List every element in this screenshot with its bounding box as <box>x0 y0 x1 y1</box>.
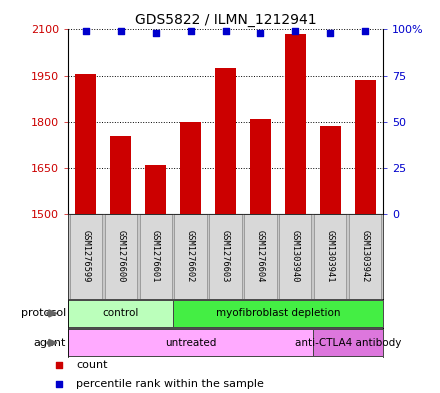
Bar <box>75 74 96 214</box>
Text: count: count <box>77 360 108 370</box>
Bar <box>68 329 313 356</box>
Text: GSM1303940: GSM1303940 <box>291 230 300 283</box>
Text: agent: agent <box>33 338 66 348</box>
Text: anti-CTLA4 antibody: anti-CTLA4 antibody <box>295 338 401 348</box>
Point <box>327 30 334 36</box>
Text: GSM1303942: GSM1303942 <box>361 230 370 283</box>
Text: percentile rank within the sample: percentile rank within the sample <box>77 379 264 389</box>
Text: GSM1276599: GSM1276599 <box>81 230 90 283</box>
Text: protocol: protocol <box>21 309 66 318</box>
Text: GSM1276601: GSM1276601 <box>151 230 160 283</box>
Bar <box>110 136 131 214</box>
Text: GSM1276602: GSM1276602 <box>186 230 195 283</box>
Text: control: control <box>103 309 139 318</box>
Bar <box>145 165 166 214</box>
Point <box>362 28 369 35</box>
Bar <box>173 300 383 327</box>
Bar <box>139 214 172 299</box>
Point <box>56 362 63 368</box>
Text: GSM1303941: GSM1303941 <box>326 230 335 283</box>
Bar <box>175 214 207 299</box>
Bar <box>209 214 242 299</box>
Point <box>117 28 124 35</box>
Bar <box>105 214 137 299</box>
Bar <box>70 214 102 299</box>
Bar <box>279 214 312 299</box>
Point <box>257 30 264 36</box>
Bar <box>285 34 306 214</box>
Point <box>56 380 63 387</box>
Point <box>152 30 159 36</box>
Bar <box>313 329 383 356</box>
Bar <box>314 214 346 299</box>
Point <box>222 28 229 35</box>
Bar <box>180 122 201 214</box>
Point <box>292 28 299 35</box>
Bar <box>215 68 236 214</box>
Bar <box>68 300 173 327</box>
Text: myofibroblast depletion: myofibroblast depletion <box>216 309 340 318</box>
Text: GSM1276600: GSM1276600 <box>116 230 125 283</box>
Text: untreated: untreated <box>165 338 216 348</box>
Text: GSM1276603: GSM1276603 <box>221 230 230 283</box>
Point <box>187 28 194 35</box>
Bar <box>355 80 376 214</box>
Text: GSM1276604: GSM1276604 <box>256 230 265 283</box>
Bar <box>320 127 341 214</box>
Bar <box>244 214 276 299</box>
Bar <box>349 214 381 299</box>
Title: GDS5822 / ILMN_1212941: GDS5822 / ILMN_1212941 <box>135 13 316 27</box>
Bar <box>250 119 271 214</box>
Point <box>82 28 89 35</box>
